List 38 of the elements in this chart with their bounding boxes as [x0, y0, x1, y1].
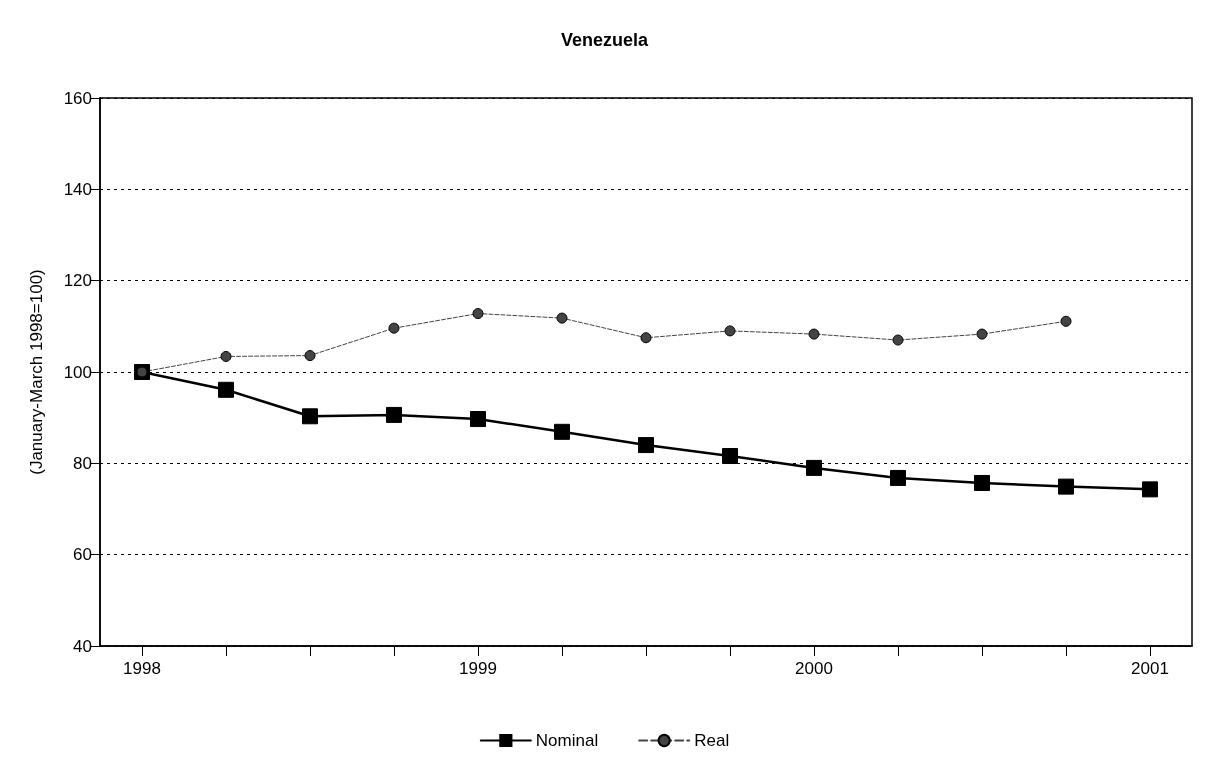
point [974, 474, 990, 491]
point [386, 406, 402, 423]
point [724, 325, 736, 337]
point [472, 308, 484, 320]
point [1142, 481, 1158, 498]
point [556, 312, 568, 324]
x-tick-label: 1999 [459, 659, 497, 678]
point [388, 322, 400, 334]
point [218, 381, 234, 398]
y-axis-title: (January-March 1998=100) [27, 269, 46, 475]
y-tick-label: 40 [73, 636, 92, 656]
point [806, 459, 822, 476]
point [470, 411, 486, 428]
x-tick-label: 1998 [123, 659, 161, 678]
point [892, 334, 904, 346]
y-tick-label: 120 [63, 271, 92, 291]
legend-label: Real [694, 731, 730, 750]
point [304, 350, 316, 362]
point [1058, 478, 1074, 495]
x-tick-label: 2001 [1131, 659, 1169, 678]
y-tick-label: 100 [63, 362, 92, 382]
point [722, 448, 738, 465]
point [554, 423, 570, 440]
y-tick-label: 60 [73, 545, 92, 565]
x-tick-label: 2000 [795, 659, 833, 678]
legend-label: Nominal [535, 731, 599, 750]
point [1060, 315, 1072, 327]
point [890, 469, 906, 486]
point [640, 332, 652, 344]
y-tick-label: 160 [63, 88, 92, 108]
chart-title: Venezuela [560, 30, 650, 50]
y-tick-label: 140 [63, 179, 92, 199]
point [638, 437, 654, 454]
point [302, 408, 318, 425]
y-tick-label: 80 [73, 453, 92, 473]
point [220, 350, 232, 362]
point [808, 328, 820, 340]
point [976, 328, 988, 340]
